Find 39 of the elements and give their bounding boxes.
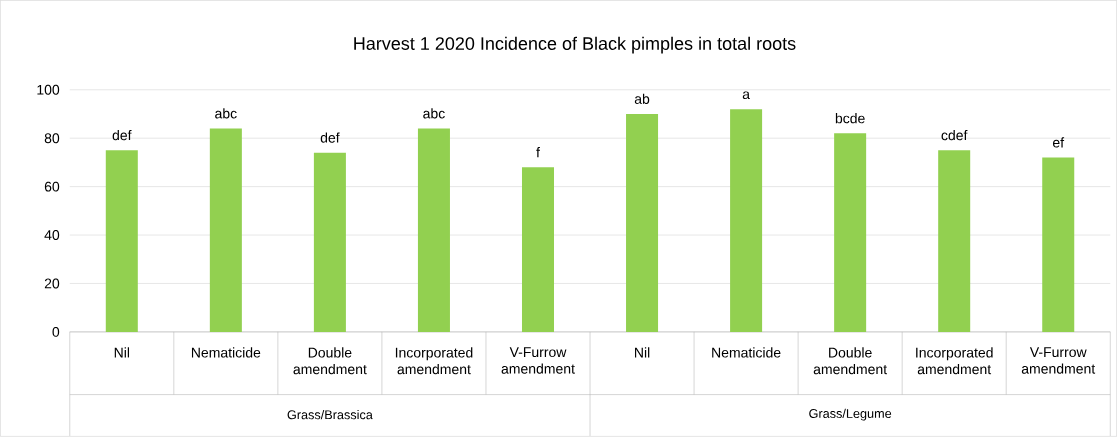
data-label: def [320, 132, 340, 143]
x-tick-label: V-Furrow amendment [1021, 347, 1096, 374]
bar [417, 128, 450, 333]
bar [521, 167, 554, 333]
x-tick-label: Double amendment [293, 347, 367, 375]
data-label: bcde [835, 113, 865, 124]
chart-title: Harvest 1 2020 Incidence of Black pimples in total roots [354, 36, 796, 54]
bar [730, 109, 763, 333]
x-tick-label: Incorporated amendment [916, 347, 993, 375]
x-tick-label: Nematicide [191, 347, 261, 358]
y-tick-label: 20 [44, 278, 60, 289]
bar [834, 133, 867, 333]
y-tick-label: 0 [52, 327, 60, 338]
data-label: ab [634, 93, 650, 105]
y-tick-label: 100 [37, 84, 60, 95]
data-label: cdef [941, 130, 968, 141]
x-tick-label: Nil [114, 347, 130, 358]
bar [313, 152, 346, 333]
x-tick-label: Double amendment [813, 347, 888, 375]
x-tick-label: Nil [635, 347, 650, 358]
data-label: def [112, 130, 132, 141]
data-label: ef [1052, 137, 1065, 148]
y-tick-label: 40 [44, 230, 60, 241]
text: Grass/Legume [809, 408, 892, 421]
bar [105, 150, 138, 333]
bar [626, 114, 659, 333]
x-tick-label: Nematicide [712, 347, 781, 358]
x-tick-label: Incorporated amendment [395, 347, 473, 375]
data-label: f [536, 147, 540, 158]
bar [1042, 157, 1075, 333]
text: Grass/Brassica [287, 410, 373, 420]
data-label: a [742, 91, 750, 100]
bar [938, 150, 971, 333]
bar [209, 128, 242, 333]
data-label: abc [423, 108, 445, 119]
y-tick-label: 80 [44, 133, 60, 144]
data-label: abc [215, 108, 237, 119]
y-tick-label: 60 [44, 181, 60, 192]
x-tick-label: V-Furrow amendment [501, 347, 575, 374]
